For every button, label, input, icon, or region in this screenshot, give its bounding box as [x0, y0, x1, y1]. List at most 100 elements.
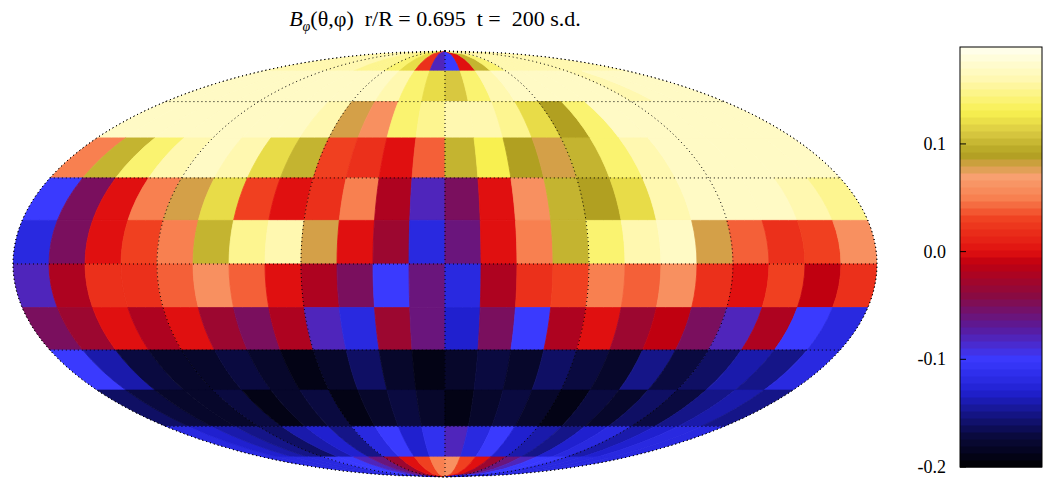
- map-cell: [416, 390, 445, 426]
- grid: [13, 51, 877, 477]
- colorbar-band: [960, 264, 1042, 272]
- colorbar-band: [960, 460, 1042, 468]
- colorbar-band: [960, 194, 1042, 202]
- map-cell: [764, 138, 840, 178]
- map-cell: [515, 220, 553, 264]
- map-cell: [480, 264, 517, 308]
- meridian: [445, 51, 446, 477]
- meridian: [445, 51, 589, 477]
- map-cell: [193, 264, 234, 308]
- colorbar-band: [960, 201, 1042, 209]
- meridian: [13, 51, 445, 477]
- colorbar-band: [960, 299, 1042, 307]
- map-cell: [301, 220, 339, 264]
- colorbar-band: [960, 110, 1042, 118]
- map-cell: [701, 102, 793, 138]
- map-cell: [478, 308, 516, 350]
- map-cell: [412, 138, 445, 178]
- colorbar-band: [960, 180, 1042, 188]
- colorbar-band: [960, 208, 1042, 216]
- colorbar-band: [960, 103, 1042, 111]
- map-cell: [157, 264, 198, 308]
- title: Bφ(θ,φ) r/R = 0.695 t = 200 s.d.: [289, 6, 581, 34]
- map-cell: [701, 390, 793, 426]
- colorbar-band: [960, 425, 1042, 433]
- colorbar-band: [960, 418, 1042, 426]
- colorbar-band: [960, 306, 1042, 314]
- colorbar-band: [960, 131, 1042, 139]
- colorbar-band: [960, 61, 1042, 69]
- colorbar-band: [960, 166, 1042, 174]
- map-cell: [551, 220, 589, 264]
- colorbar-band: [960, 75, 1042, 83]
- map-cell: [762, 220, 805, 264]
- meridian: [157, 51, 445, 477]
- colorbar-band: [960, 89, 1042, 97]
- map-cell: [621, 220, 661, 264]
- map-cell: [338, 51, 445, 71]
- title-symbol: B: [289, 6, 302, 31]
- map-cells: [13, 51, 877, 477]
- colorbar-band: [960, 397, 1042, 405]
- map-cell: [416, 102, 445, 138]
- colorbar-band: [960, 138, 1042, 146]
- map-cell: [338, 457, 445, 477]
- colorbar-band: [960, 271, 1042, 279]
- colorbar-band: [960, 334, 1042, 342]
- colorbar-band: [960, 348, 1042, 356]
- title-text: (θ,φ) r/R = 0.695 t = 200 s.d.: [310, 6, 581, 31]
- colorbar-band: [960, 341, 1042, 349]
- parallel: [165, 426, 724, 427]
- map-cell: [445, 138, 478, 178]
- colorbar-band: [960, 257, 1042, 265]
- colorbar-tick: [960, 359, 966, 360]
- map-cell: [807, 178, 868, 220]
- map-cell: [480, 220, 517, 264]
- colorbar-band: [960, 54, 1042, 62]
- colorbar-tick-label: -0.2: [918, 457, 947, 477]
- map-cell: [229, 264, 269, 308]
- map-cell: [384, 457, 445, 477]
- map-cell: [399, 51, 445, 71]
- colorbar-band: [960, 159, 1042, 167]
- map-cell: [354, 51, 445, 71]
- map-cell: [621, 264, 661, 308]
- colorbar-band: [960, 117, 1042, 125]
- colorbar-frame: [960, 47, 1042, 467]
- colorbar-band: [960, 320, 1042, 328]
- map-cell: [301, 264, 339, 308]
- map-cell: [430, 51, 445, 71]
- map-cell: [265, 220, 304, 264]
- map-cell: [415, 51, 445, 71]
- colorbar-band: [960, 145, 1042, 153]
- colorbar-band: [960, 404, 1042, 412]
- map-cell: [375, 178, 413, 220]
- colorbar: 0.10.0-0.1-0.2: [918, 47, 1043, 477]
- map-cell: [430, 457, 445, 477]
- map-cell: [339, 308, 379, 350]
- map-outline: [13, 51, 877, 477]
- meridian: [445, 51, 733, 477]
- map-cell: [337, 220, 375, 264]
- colorbar-band: [960, 215, 1042, 223]
- map-cell: [373, 220, 410, 264]
- map-cell: [379, 138, 416, 178]
- map-cell: [399, 457, 445, 477]
- map-cell: [262, 457, 445, 477]
- map-cell: [323, 51, 445, 71]
- colorbar-band: [960, 355, 1042, 363]
- map-cell: [445, 220, 481, 264]
- colorbar-band: [960, 362, 1042, 370]
- map-cell: [656, 220, 697, 264]
- colorbar-band: [960, 369, 1042, 377]
- colorbar-band: [960, 292, 1042, 300]
- map-cell: [409, 264, 445, 308]
- colorbar-tick: [960, 143, 966, 144]
- colorbar-tick: [960, 251, 966, 252]
- map-cell: [415, 457, 445, 477]
- colorbar-band: [960, 313, 1042, 321]
- colorbar-band: [960, 432, 1042, 440]
- colorbar-band: [960, 173, 1042, 181]
- map-cell: [445, 350, 478, 390]
- map-cell: [833, 264, 877, 308]
